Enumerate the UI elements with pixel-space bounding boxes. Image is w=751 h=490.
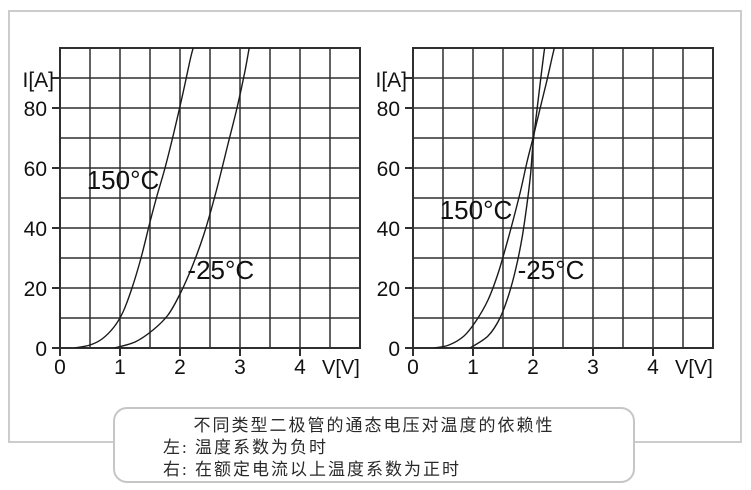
x-tick-label: 4: [647, 356, 659, 379]
x-tick-label: 3: [587, 356, 599, 379]
curve-150c: [433, 48, 556, 348]
x-tick-label: 4: [294, 356, 306, 379]
x-tick-label: 1: [114, 356, 126, 379]
y-tick-label: 60: [377, 158, 400, 181]
caption-left-note: 左: 温度系数为负时: [163, 438, 328, 457]
axis-ticks: [52, 77, 301, 356]
x-tick-label: 0: [54, 356, 66, 379]
plot-border: [59, 47, 361, 349]
x-axis-label: V[V]: [675, 357, 713, 379]
y-tick-label: 20: [377, 278, 400, 301]
caption-box: 不同类型二极管的通态电压对温度的依赖性 左: 温度系数为负时 右: 在额定电流以…: [113, 407, 635, 483]
x-tick-label: 2: [527, 356, 539, 379]
curve-label-minus25c: -25°C: [518, 255, 585, 285]
x-tick-label: 3: [234, 356, 246, 379]
y-tick-label: 40: [24, 218, 47, 241]
y-tick-label: 80: [24, 98, 47, 121]
y-tick-label: 0: [35, 338, 47, 361]
x-tick-label: 2: [174, 356, 186, 379]
y-tick-label: 80: [377, 98, 400, 121]
y-axis-label: I[A]: [22, 69, 54, 92]
curve-label-150c: 150°C: [87, 165, 160, 195]
axis-ticks: [405, 77, 654, 356]
caption-right-note: 右: 在额定电流以上温度系数为正时: [163, 460, 461, 479]
curve-label-150c: 150°C: [440, 195, 513, 225]
grid: [59, 47, 361, 349]
plot-border: [412, 47, 714, 349]
curve-150c: [74, 48, 194, 348]
x-axis-label: V[V]: [322, 357, 360, 379]
y-tick-label: 60: [24, 158, 47, 181]
y-tick-label: 40: [377, 218, 400, 241]
curve-label-minus25c: -25°C: [187, 255, 254, 285]
x-tick-label: 1: [467, 356, 479, 379]
y-tick-label: 20: [24, 278, 47, 301]
caption-title: 不同类型二极管的通态电压对温度的依赖性: [193, 416, 555, 435]
curve-minus25c: [113, 48, 250, 348]
x-tick-label: 0: [407, 356, 419, 379]
y-axis-label: I[A]: [375, 69, 407, 92]
y-tick-label: 0: [388, 338, 400, 361]
curve-minus25c: [469, 48, 546, 348]
